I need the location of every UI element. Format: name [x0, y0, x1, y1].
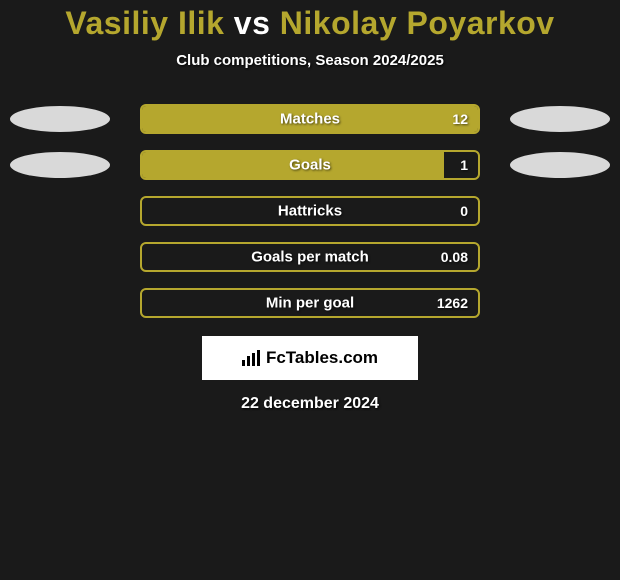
- chart-icon: [242, 350, 262, 366]
- vs-text: vs: [234, 5, 271, 41]
- stat-bar: Matches12: [140, 104, 480, 134]
- stat-label: Hattricks: [142, 203, 478, 220]
- stat-bar: Hattricks0: [140, 196, 480, 226]
- stat-label: Goals: [142, 157, 478, 174]
- stat-label: Matches: [142, 111, 478, 128]
- stat-row: Matches12: [0, 104, 620, 134]
- stat-value: 12: [452, 111, 468, 127]
- stat-rows: Matches12 Goals1 Hattricks0 Goals per match…: [0, 104, 620, 318]
- stat-bar: Goals1: [140, 150, 480, 180]
- player2-name: Nikolay Poyarkov: [280, 5, 555, 41]
- page-title: Vasiliy Ilik vs Nikolay Poyarkov: [0, 5, 620, 42]
- stats-infographic: Vasiliy Ilik vs Nikolay Poyarkov Club co…: [0, 0, 620, 413]
- stat-row: Goals per match0.08: [0, 242, 620, 272]
- player1-name: Vasiliy Ilik: [65, 5, 224, 41]
- date-text: 22 december 2024: [0, 395, 620, 413]
- logo-text: FcTables.com: [266, 348, 378, 368]
- season-subtitle: Club competitions, Season 2024/2025: [0, 52, 620, 69]
- player1-oval: [10, 152, 110, 178]
- stat-value: 0.08: [441, 249, 468, 265]
- player1-oval: [10, 106, 110, 132]
- stat-row: Goals1: [0, 150, 620, 180]
- stat-row: Hattricks0: [0, 196, 620, 226]
- stat-bar: Min per goal1262: [140, 288, 480, 318]
- stat-value: 1: [460, 157, 468, 173]
- player2-oval: [510, 152, 610, 178]
- stat-value: 1262: [437, 295, 468, 311]
- logo-box: FcTables.com: [202, 336, 418, 380]
- player2-oval: [510, 106, 610, 132]
- stat-label: Goals per match: [142, 249, 478, 266]
- stat-row: Min per goal1262: [0, 288, 620, 318]
- stat-bar: Goals per match0.08: [140, 242, 480, 272]
- stat-value: 0: [460, 203, 468, 219]
- logo: FcTables.com: [242, 348, 378, 368]
- stat-label: Min per goal: [142, 295, 478, 312]
